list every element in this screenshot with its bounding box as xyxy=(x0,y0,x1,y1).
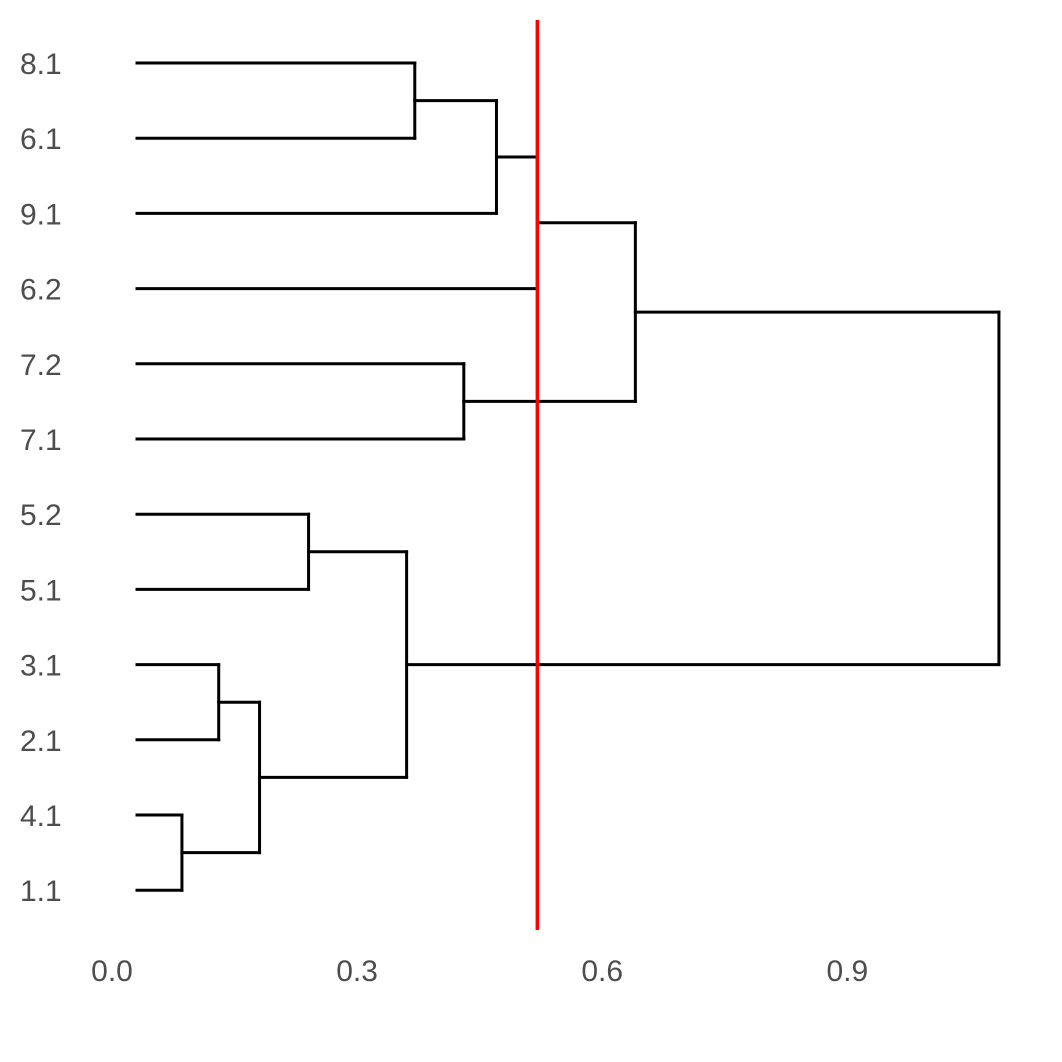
leaf-label-1-1: 1.1 xyxy=(20,875,62,908)
leaf-label-9-1: 9.1 xyxy=(20,198,62,231)
leaf-label-4-1: 4.1 xyxy=(20,800,62,833)
leaf-label-7-1: 7.1 xyxy=(20,424,62,457)
dendrogram-branches xyxy=(135,61,1001,892)
x-tick-label: 0.6 xyxy=(581,955,623,988)
leaf-label-5-1: 5.1 xyxy=(20,574,62,607)
x-tick-label: 0.0 xyxy=(91,955,133,988)
leaf-label-2-1: 2.1 xyxy=(20,725,62,758)
leaf-label-6-2: 6.2 xyxy=(20,274,62,307)
leaf-label-5-2: 5.2 xyxy=(20,499,62,532)
leaf-label-8-1: 8.1 xyxy=(20,48,62,81)
leaf-label-6-1: 6.1 xyxy=(20,123,62,156)
x-axis-ticks: 0.0 0.3 0.6 0.9 xyxy=(91,955,868,988)
x-tick-label: 0.9 xyxy=(826,955,868,988)
leaf-label-7-2: 7.2 xyxy=(20,349,62,382)
leaf-label-3-1: 3.1 xyxy=(20,650,62,683)
x-tick-label: 0.3 xyxy=(336,955,378,988)
leaf-labels: 8.1 6.1 9.1 6.2 7.2 7.1 5.2 5.1 3.1 2.1 4.1 1.1 xyxy=(20,48,62,908)
